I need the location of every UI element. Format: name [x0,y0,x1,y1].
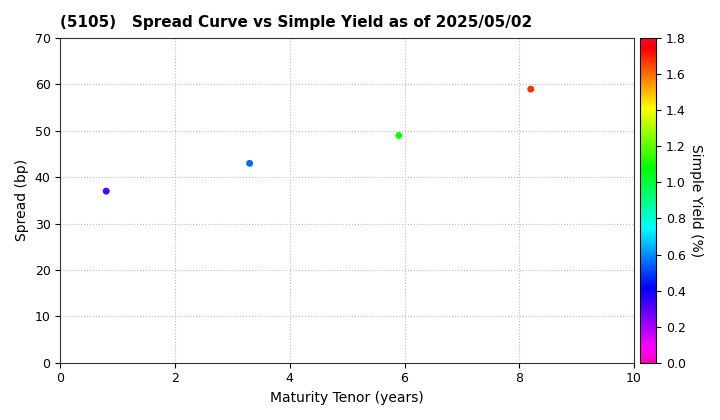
Text: (5105)   Spread Curve vs Simple Yield as of 2025/05/02: (5105) Spread Curve vs Simple Yield as o… [60,15,533,30]
Y-axis label: Simple Yield (%): Simple Yield (%) [689,144,703,257]
X-axis label: Maturity Tenor (years): Maturity Tenor (years) [270,391,424,405]
Point [393,132,405,139]
Point [244,160,256,167]
Point [100,188,112,194]
Y-axis label: Spread (bp): Spread (bp) [15,159,29,242]
Point [525,86,536,92]
